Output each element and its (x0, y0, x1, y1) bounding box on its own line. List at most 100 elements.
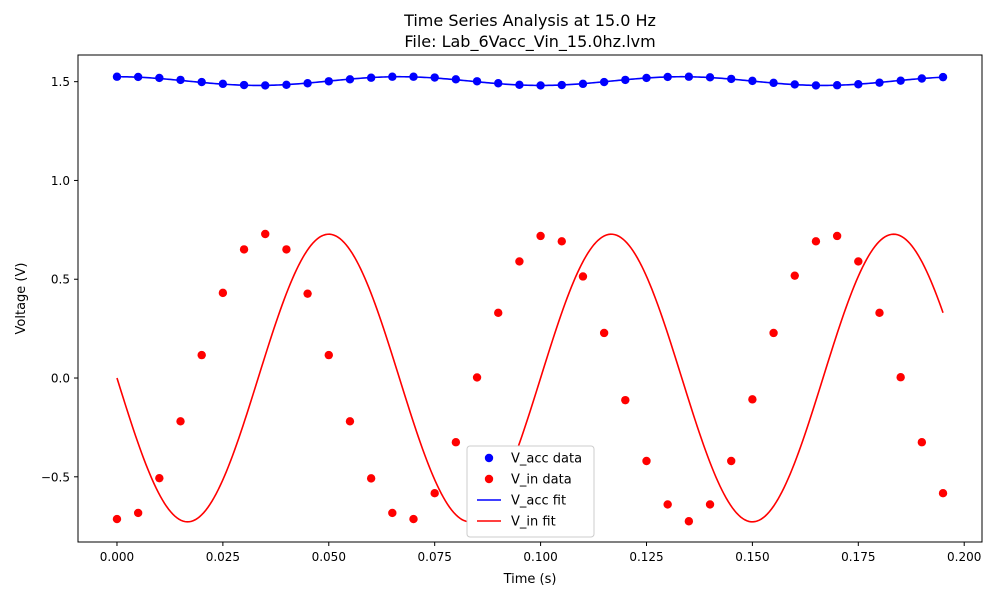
v-acc-data-point (642, 73, 651, 83)
v-acc-data-point (917, 74, 927, 83)
x-tick-label: 0.200 (947, 550, 981, 564)
v-in-data-point (557, 237, 566, 246)
v-in-data-point (642, 456, 651, 466)
x-axis-ticks: 0.000 0.025 0.050 0.075 0.100 0.125 0.150 0.175… (100, 542, 981, 564)
v-acc-data-point (430, 73, 439, 82)
v-acc-data-point (705, 73, 715, 82)
v-in-data-point (133, 508, 143, 518)
x-tick-label: 0.150 (735, 550, 769, 564)
fit-line-v-acc-fit (116, 75, 944, 87)
x-tick-label: 0.075 (418, 550, 452, 564)
x-tick-label: 0.125 (629, 550, 663, 564)
v-acc-data-point (684, 72, 694, 81)
v-in-data-point (197, 350, 206, 360)
fit-line-v-in-fit (116, 233, 944, 523)
v-in-data-point (176, 417, 185, 426)
v-acc-data-point (197, 77, 206, 87)
y-tick-label: 0.5 (51, 273, 70, 287)
plot-area: 0.000 0.025 0.050 0.075 0.100 0.125 0.150 0.175… (41, 54, 983, 564)
v-in-data-point (727, 456, 736, 466)
v-acc-data-point (832, 81, 842, 90)
v-in-data-point (896, 373, 905, 382)
v-in-data-point (599, 328, 609, 338)
legend-label-v-acc-data: V_acc data (511, 452, 582, 467)
v-in-data-point (854, 257, 863, 266)
v-in-data-point (324, 350, 333, 360)
v-acc-data-point (494, 79, 503, 88)
v-acc-data-point (875, 78, 884, 87)
v-acc-data-point (303, 79, 312, 88)
v-acc-data-point (938, 72, 948, 82)
v-acc-data-point (854, 80, 863, 89)
v-acc-data-point (112, 72, 122, 81)
v-in-data-point (345, 417, 355, 426)
y-tick-label: 1.0 (51, 174, 70, 188)
v-acc-data-point (155, 73, 164, 83)
v-in-data-point (155, 473, 164, 483)
v-in-data-point (409, 514, 418, 524)
v-acc-data-point (557, 80, 566, 90)
v-acc-data-point (621, 75, 630, 85)
v-in-data-point (261, 229, 270, 239)
v-in-data-point (218, 288, 228, 298)
v-acc-data-point (282, 80, 291, 90)
v-in-data-point (663, 500, 672, 509)
y-axis-ticks: −0.5 0.0 0.5 1.0 1.5 (41, 75, 78, 484)
v-in-data-point (112, 514, 122, 524)
x-tick-label: 0.000 (100, 550, 134, 564)
legend: V_acc data V_in data V_acc fit V_in fit (466, 445, 595, 538)
v-acc-data-point (261, 81, 270, 90)
y-tick-label: 1.5 (51, 75, 70, 89)
v-acc-data-point (727, 74, 736, 84)
v-in-data-point (578, 272, 588, 281)
legend-box (466, 445, 595, 538)
v-in-data-point (832, 231, 842, 241)
v-acc-data-point (324, 77, 333, 86)
v-acc-data-point (176, 75, 185, 85)
v-acc-data-point (218, 79, 228, 89)
fit-lines (116, 75, 944, 523)
x-tick-label: 0.100 (523, 550, 557, 564)
v-acc-data-point (896, 76, 905, 85)
v-acc-data-point (599, 77, 609, 87)
v-acc-data-point (409, 72, 418, 81)
v-in-data-point (748, 395, 757, 404)
legend-entries: V_acc data V_in data V_acc fit V_in fit (477, 452, 582, 530)
legend-label-v-in-fit: V_in fit (511, 515, 556, 530)
v-in-data-point (938, 489, 948, 498)
v-acc-data-point (388, 72, 397, 81)
v-in-data-point (790, 271, 799, 280)
v-in-data-point (282, 245, 291, 254)
v-acc-data-point (578, 79, 588, 89)
v-in-data-point (430, 489, 439, 498)
x-tick-label: 0.025 (206, 550, 240, 564)
y-tick-label: 0.0 (51, 372, 70, 386)
v-in-data-point (515, 257, 524, 266)
v-in-data-point (684, 517, 694, 526)
v-in-data-point (494, 308, 503, 318)
v-acc-data-point (811, 81, 821, 90)
legend-label-v-acc-fit: V_acc fit (511, 494, 566, 509)
legend-marker-v-in-data (484, 474, 494, 484)
v-in-data-point (239, 245, 249, 254)
v-acc-data-point (451, 75, 461, 84)
v-in-data-point (811, 237, 821, 246)
v-acc-data-point (769, 78, 778, 88)
data-points (112, 72, 948, 526)
v-in-data-point (472, 373, 482, 382)
v-in-data-point (388, 508, 397, 518)
v-acc-data-point (472, 77, 482, 86)
v-in-data-point (705, 500, 715, 509)
v-acc-data-point (790, 80, 799, 89)
y-axis-label: Voltage (V) (14, 263, 29, 335)
chart-title-line1: Time Series Analysis at 15.0 Hz (403, 11, 656, 30)
v-in-data-point (621, 395, 630, 405)
v-acc-data-point (663, 72, 672, 82)
v-acc-data-point (515, 80, 524, 90)
v-in-data-point (536, 231, 545, 241)
v-acc-data-point (366, 73, 376, 82)
v-in-data-point (451, 438, 461, 447)
v-acc-data-point (239, 80, 249, 90)
v-acc-data-point (133, 72, 143, 82)
